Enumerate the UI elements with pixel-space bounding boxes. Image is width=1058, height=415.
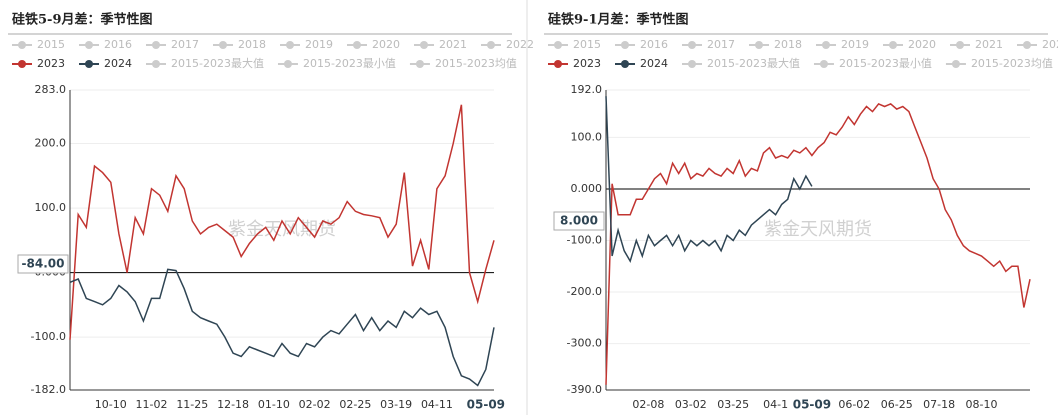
y-tick-label: 100.0 <box>35 201 67 214</box>
legend-label: 2021 <box>439 38 467 51</box>
y-tick-label: 0.000 <box>571 182 603 195</box>
legend-label: 2019 <box>841 38 869 51</box>
y-tick-label: -390.0 <box>567 383 602 396</box>
x-tick-label: 10-10 <box>95 398 127 411</box>
x-tick-label: 02-02 <box>299 398 331 411</box>
pointer-box <box>17 254 69 274</box>
legend-marker <box>889 41 897 49</box>
legend-label: 2015-2023均值 <box>971 57 1053 70</box>
legend-marker <box>353 41 361 49</box>
x-tick-label: 06-02 <box>838 398 870 411</box>
legend-label: 2015-2023最大值 <box>171 56 264 70</box>
legend-marker <box>554 60 562 68</box>
legend-marker <box>487 41 495 49</box>
legend-label: 2020 <box>908 38 936 51</box>
legend-marker <box>621 41 629 49</box>
legend-marker <box>688 41 696 49</box>
x-tick-label: 02-08 <box>632 398 664 411</box>
legend-marker <box>951 60 960 68</box>
legend-marker <box>822 41 830 49</box>
legend-marker <box>554 41 562 49</box>
y-tick-label: 283.0 <box>35 83 67 96</box>
legend-marker <box>688 60 696 68</box>
x-tick-label: 04-11 <box>421 398 453 411</box>
legend-marker <box>819 60 828 68</box>
legend-label: 2022 <box>1042 38 1058 51</box>
y-tick-label: 192.0 <box>571 83 603 96</box>
legend-label: 2022 <box>506 38 534 51</box>
legend-marker <box>152 60 160 68</box>
legend-marker <box>18 41 26 49</box>
legend-label: 2019 <box>305 38 333 51</box>
legend-marker <box>219 41 227 49</box>
legend-marker <box>1023 41 1031 49</box>
y-tick-label: 100.0 <box>571 130 603 143</box>
watermark: 紫金天风期货 <box>764 219 872 240</box>
legend-label: 2016 <box>640 38 668 51</box>
x-tick-label: 02-25 <box>339 398 371 411</box>
legend-label: 2024 <box>104 57 132 70</box>
legend-marker <box>755 41 763 49</box>
legend-marker <box>621 60 629 68</box>
legend-label: 2016 <box>104 38 132 51</box>
series-line <box>69 268 495 387</box>
x-tick-label: 03-19 <box>380 398 412 411</box>
chart-title: 硅铁5-9月差：季节性图 <box>12 12 153 28</box>
legend-label: 2023 <box>573 57 601 70</box>
x-tick-label: 07-18 <box>923 398 955 411</box>
legend-label: 2015 <box>37 38 65 51</box>
x-tick-label: 11-02 <box>136 398 168 411</box>
legend-label: 2015-2023均值 <box>435 57 517 70</box>
legend-label: 2018 <box>238 38 266 51</box>
legend-marker <box>956 41 964 49</box>
legend-label: 2018 <box>774 38 802 51</box>
legend-marker <box>286 41 294 49</box>
legend-marker <box>283 60 292 68</box>
legend-label: 2017 <box>707 38 735 51</box>
y-tick-label: -200.0 <box>567 285 602 298</box>
legend-label: 2021 <box>975 38 1003 51</box>
legend-marker <box>18 60 26 68</box>
legend-label: 2017 <box>171 38 199 51</box>
y-tick-label: -300.0 <box>567 337 602 350</box>
y-tick-label: 200.0 <box>35 137 67 150</box>
legend-label: 2024 <box>640 57 668 70</box>
series-line <box>69 104 495 340</box>
legend-label: 2015 <box>573 38 601 51</box>
x-tick-label: 04-1 <box>763 398 788 411</box>
x-tick-label: 12-18 <box>217 398 249 411</box>
y-tick-label: -100.0 <box>567 234 602 247</box>
x-tick-label: 11-25 <box>176 398 208 411</box>
x-tick-label: 05-09 <box>793 398 831 412</box>
y-tick-label: -182.0 <box>31 383 66 396</box>
pointer-label: 8.000 <box>560 214 598 228</box>
legend-marker <box>85 41 93 49</box>
legend-marker <box>420 41 428 49</box>
legend-label: 2015-2023最小值 <box>839 57 932 70</box>
watermark: 紫金天风期货 <box>228 219 336 240</box>
legend-label: 2015-2023最小值 <box>303 57 396 70</box>
x-tick-label: 03-02 <box>675 398 707 411</box>
series-line <box>605 96 813 263</box>
chart-title: 硅铁9-1月差：季节性图 <box>548 12 689 28</box>
y-tick-label: -100.0 <box>31 330 66 343</box>
x-tick-label: 08-10 <box>966 398 998 411</box>
series-line <box>605 102 1031 385</box>
x-tick-label: 06-25 <box>881 398 913 411</box>
pointer-box <box>553 211 605 231</box>
legend-label: 2020 <box>372 38 400 51</box>
x-tick-label: 05-09 <box>467 398 505 412</box>
legend-label: 2015-2023最大值 <box>707 56 800 70</box>
pointer-label: -84.00 <box>22 257 65 271</box>
legend-marker <box>85 60 93 68</box>
x-tick-label: 01-10 <box>258 398 290 411</box>
x-tick-label: 03-25 <box>717 398 749 411</box>
legend-marker <box>152 41 160 49</box>
legend-marker <box>415 60 424 68</box>
legend-label: 2023 <box>37 57 65 70</box>
